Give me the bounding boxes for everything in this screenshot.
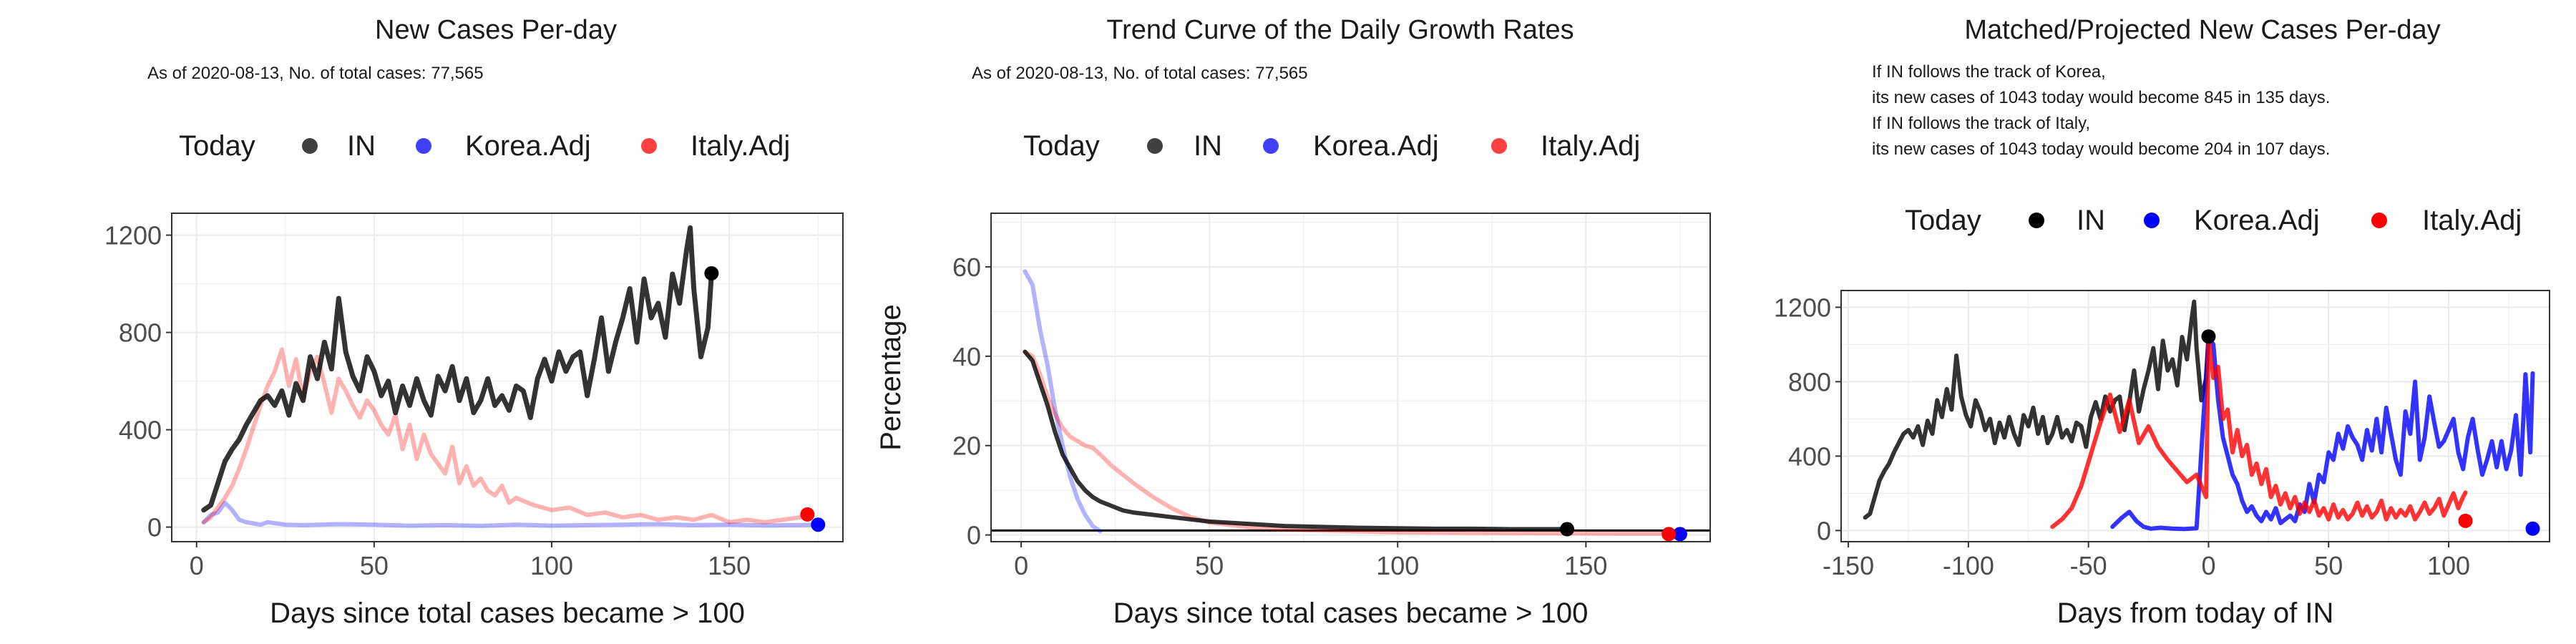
plot-background [172,213,843,542]
today-point-italy-adj [1662,527,1677,542]
y-tick-label: 400 [1788,441,1831,471]
panel-3-note-4: its new cases of 1043 today would become… [1872,140,2330,159]
panel-2-legend: Today IN Korea.Adj Italy.Adj [1023,130,1640,162]
plot-border [990,213,1711,542]
x-tick-label: 0 [1014,551,1028,580]
today-point-in [704,265,719,280]
panel-1-plot: 0 50 100 150 0 400 800 1200 Days since total cas… [104,213,844,629]
legend-marker-italy [2371,213,2387,228]
plot-border [1840,290,2550,542]
today-point-in [2201,329,2216,344]
x-tick-label: 50 [2314,551,2343,580]
series-line-korea-adj [2110,334,2535,532]
panel-3-note-2: its new cases of 1043 today would become… [1872,88,2330,107]
panel-2-note: As of 2020-08-13, No. of total cases: 77… [972,64,1308,83]
series-line-korea-adj [1023,269,1103,534]
legend-label-korea: Korea.Adj [465,130,591,162]
panel-3-title: Matched/Projected New Cases Per-day [1964,15,2440,45]
y-tick-label: 60 [952,253,981,282]
legend-label-korea: Korea.Adj [1313,130,1439,162]
y-tick-label: 800 [1788,367,1831,396]
x-tick-label: 100 [2427,551,2470,580]
series-line-in [1863,299,2211,520]
x-tick-label: 100 [1376,551,1419,580]
legend-marker-in [302,138,318,154]
y-tick-label: 20 [952,431,981,461]
x-tick-label: 100 [530,551,573,580]
plot-border [171,213,844,542]
legend-title: Today [1023,130,1100,162]
today-point-korea-adj [1672,527,1687,542]
y-tick-label: 1200 [104,221,162,250]
x-tick-label: -150 [1823,551,1874,580]
panel-1-note: As of 2020-08-13, No. of total cases: 77… [147,64,484,83]
panel-3-note-3: If IN follows the track of Italy, [1872,114,2090,133]
y-tick-label: 0 [147,513,162,542]
legend-label-italy: Italy.Adj [691,130,790,162]
panel-3-note-1: If IN follows the track of Korea, [1872,62,2106,82]
legend-marker-italy [641,138,657,154]
x-tick-label: 150 [1564,551,1607,580]
legend-marker-korea [2144,213,2160,228]
y-axis-label: Percentage [875,304,907,451]
plot-background [991,213,1710,542]
y-tick-label: 400 [119,416,162,445]
legend-label-in: IN [347,130,376,162]
x-axis-label: Days since total cases became > 100 [270,597,745,629]
panel-2-plot: 0 50 100 150 0 20 40 60 Days since total cases b… [875,213,1711,629]
y-tick-label: 0 [967,521,981,550]
series-line-italy-adj [1023,349,1672,536]
legend-marker-italy [1491,138,1507,154]
y-tick-label: 1200 [1774,293,1831,322]
series-line-korea-adj [201,500,821,528]
legend-marker-korea [1263,138,1279,154]
legend-label-in: IN [2077,205,2105,236]
legend-marker-korea [416,138,431,154]
x-tick-label: -50 [2070,551,2107,580]
panel-3-plot: -150 -100 -50 0 50 100 0 400 800 1200 Days from to… [1774,290,2550,629]
x-axis-label: Days from today of IN [2057,597,2334,629]
legend-label-italy: Italy.Adj [1541,130,1640,162]
x-tick-label: -100 [1943,551,1994,580]
x-tick-label: 50 [360,551,389,580]
x-tick-label: 0 [190,551,204,580]
y-tick-label: 800 [119,318,162,348]
legend-title: Today [1905,205,1981,236]
legend-label-in: IN [1194,130,1222,162]
series-line-italy-adj [201,347,810,525]
legend-label-korea: Korea.Adj [2194,205,2320,236]
x-tick-label: 50 [1195,551,1224,580]
panel-3-legend: Today IN Korea.Adj Italy.Adj [1905,205,2522,236]
legend-marker-in [1147,138,1163,154]
series-line-in [201,225,714,513]
series-line-italy-adj [2050,334,2468,530]
today-point-italy-adj [800,507,815,522]
panel-1-legend: Today IN Korea.Adj Italy.Adj [179,130,790,162]
y-tick-label: 40 [952,342,981,371]
y-tick-label: 0 [1817,516,1831,545]
panel-2-title: Trend Curve of the Daily Growth Rates [1106,15,1574,45]
x-tick-label: 150 [708,551,751,580]
legend-title: Today [179,130,255,162]
x-axis-label: Days since total cases became > 100 [1113,597,1589,629]
legend-marker-in [2029,213,2044,228]
panel-1-title: New Cases Per-day [375,15,617,45]
today-point-korea-adj [811,517,826,532]
series-line-in [1023,349,1570,532]
legend-label-italy: Italy.Adj [2422,205,2522,236]
x-tick-label: 0 [2201,551,2215,580]
today-point-italy-adj [2458,513,2473,528]
today-point-in [1560,522,1575,537]
today-point-korea-adj [2525,521,2540,536]
